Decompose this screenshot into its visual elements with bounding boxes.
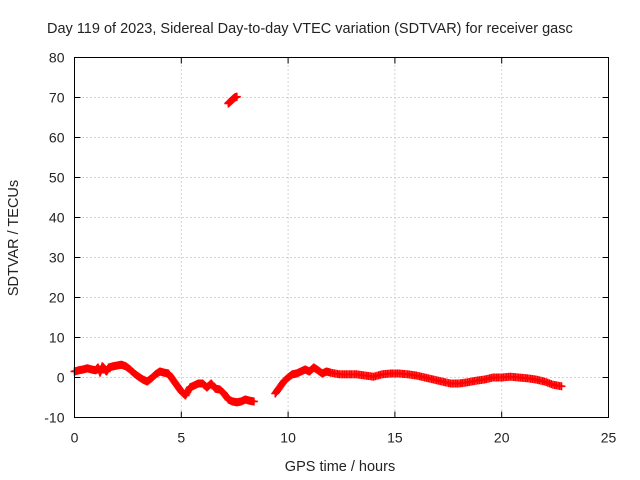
data-marks [70,92,566,407]
y-tick-label: 30 [49,250,65,266]
y-tick-label: 40 [49,210,65,226]
data-point [232,92,241,101]
grid-layer [74,57,609,418]
y-tick-label: 60 [49,130,65,146]
x-tick-label: 10 [280,430,296,446]
x-tick-label: 25 [601,430,617,446]
y-axis-label: SDTVAR / TECUs [6,180,22,296]
x-tick-label: 5 [177,430,185,446]
y-tick-label: 20 [49,290,65,306]
x-tick-label: 0 [71,430,79,446]
tick-layer: 0 5 10 15 20 25 -10 0 10 20 30 40 50 60 70 80 [44,50,616,446]
x-tick-label: 15 [387,430,403,446]
y-tick-label: -10 [44,410,64,426]
x-axis-label: GPS time / hours [285,459,395,475]
x-tick-label: 20 [494,430,510,446]
y-tick-label: 80 [49,50,65,66]
y-tick-label: 10 [49,330,65,346]
data-point [249,397,258,406]
chart-title: Day 119 of 2023, Sidereal Day-to-day VTE… [47,21,573,37]
plot-frame [74,57,609,418]
y-tick-label: 0 [57,370,65,386]
y-tick-label: 70 [49,90,65,106]
y-tick-label: 50 [49,170,65,186]
data-point [557,382,566,391]
